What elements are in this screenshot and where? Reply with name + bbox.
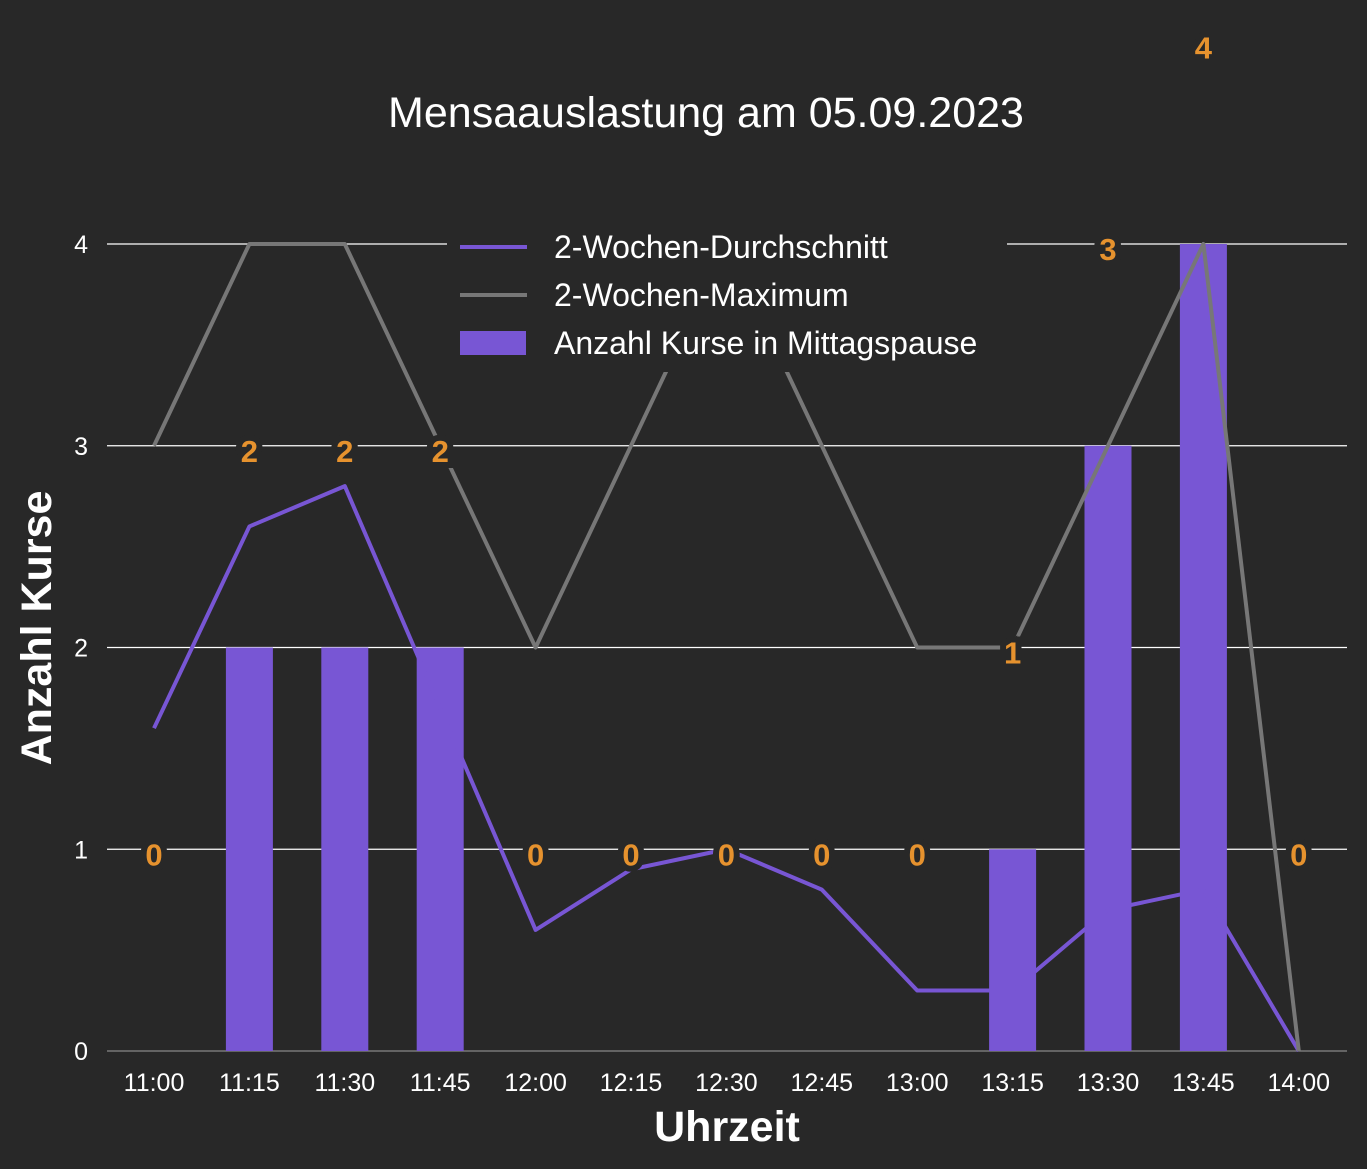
y-tick-label: 2 (74, 635, 88, 663)
x-tick-label: 11:00 (124, 1069, 185, 1097)
x-tick-label: 11:15 (219, 1069, 280, 1097)
legend: 2-Wochen-Durchschnitt 2-Wochen-Maximum Anz… (447, 222, 1007, 372)
series-line (152, 484, 1301, 1053)
x-tick-label: 13:45 (1172, 1069, 1235, 1097)
y-tick-label: 3 (74, 433, 88, 461)
x-tick-label: 13:30 (1077, 1069, 1140, 1097)
x-tick-label: 12:00 (504, 1069, 567, 1097)
x-tick-label: 12:30 (695, 1069, 758, 1097)
chart-title: Mensaauslastung am 05.09.2023 (388, 89, 1024, 137)
y-tick-label: 1 (74, 836, 88, 864)
x-tick-label: 14:00 (1268, 1069, 1331, 1097)
x-axis-label: Uhrzeit (654, 1103, 800, 1151)
y-tick-label: 4 (74, 231, 88, 259)
legend-entry: 2-Wochen-Maximum (554, 277, 849, 313)
bar (225, 647, 273, 1051)
x-tick-labels: 11:00 11:15 11:30 11:45 12:00 12:15 12:30 12:45… (124, 1069, 1330, 1097)
bar (321, 647, 369, 1051)
x-tick-label: 11:30 (314, 1069, 375, 1097)
data-labels: 0 2 2 2 0 0 0 0 0 1 3 4 0 (139, 24, 1313, 878)
data-label: 0 (527, 837, 544, 872)
data-label: 2 (432, 434, 449, 469)
data-label: 0 (909, 837, 926, 872)
legend-background (447, 222, 1007, 372)
data-label: 0 (145, 837, 162, 872)
bar (989, 849, 1037, 1051)
x-tick-label: 11:45 (410, 1069, 471, 1097)
data-label: 0 (718, 837, 735, 872)
legend-bar-swatch (460, 331, 526, 355)
legend-entry: 2-Wochen-Durchschnitt (554, 229, 888, 265)
data-label: 3 (1099, 232, 1116, 267)
x-tick-label: 12:45 (791, 1069, 854, 1097)
bar (1179, 244, 1227, 1051)
x-tick-label: 13:15 (981, 1069, 1044, 1097)
bar (1084, 445, 1132, 1051)
data-label: 0 (622, 837, 639, 872)
data-label: 4 (1195, 30, 1213, 65)
y-tick-label: 0 (74, 1038, 88, 1066)
data-label: 0 (1290, 837, 1307, 872)
data-label: 2 (241, 434, 258, 469)
legend-entry: Anzahl Kurse in Mittagspause (554, 325, 977, 361)
x-tick-label: 13:00 (886, 1069, 949, 1097)
x-tick-label: 12:15 (600, 1069, 663, 1097)
data-label: 2 (336, 434, 353, 469)
y-tick-labels: 0 1 2 3 4 (74, 231, 88, 1066)
data-label: 1 (1004, 636, 1021, 671)
data-label: 0 (813, 837, 830, 872)
bar (416, 647, 464, 1051)
y-axis-label: Anzahl Kurse (13, 491, 61, 766)
